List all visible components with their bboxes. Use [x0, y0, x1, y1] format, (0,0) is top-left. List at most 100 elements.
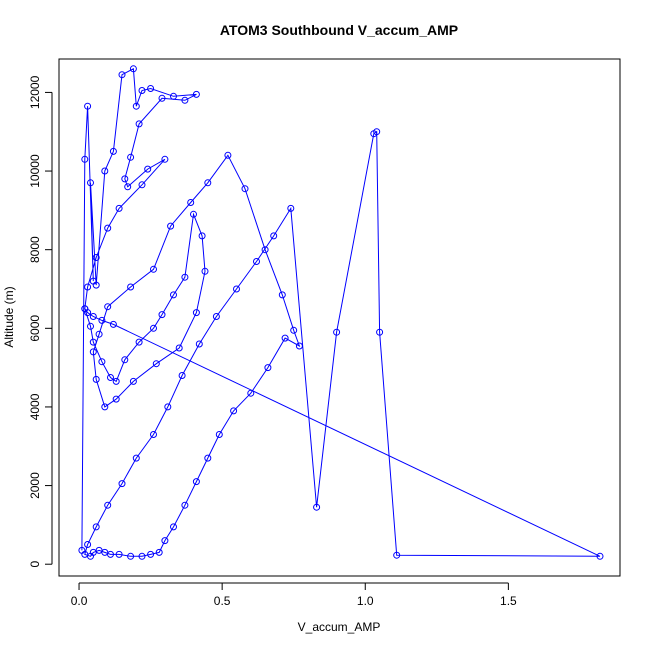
chart-title: ATOM3 Southbound V_accum_AMP: [220, 22, 458, 38]
data-point: [158, 311, 166, 319]
x-tick-label: 0.0: [71, 594, 88, 608]
data-point: [167, 222, 175, 230]
data-point: [115, 550, 123, 558]
data-point: [373, 128, 381, 136]
data-point: [109, 147, 117, 155]
data-point: [101, 167, 109, 175]
data-point: [596, 552, 604, 560]
data-point: [253, 258, 260, 265]
data-point: [87, 179, 94, 187]
data-point: [158, 94, 166, 102]
data-point: [233, 285, 240, 293]
data-point: [224, 151, 232, 159]
data-point: [155, 548, 163, 556]
data-point: [170, 291, 177, 299]
data-point: [101, 403, 109, 411]
data-point: [313, 503, 321, 511]
data-point: [261, 246, 269, 254]
data-point: [161, 155, 169, 163]
data-point: [138, 181, 146, 189]
data-point: [112, 377, 120, 385]
data-point: [170, 92, 177, 100]
data-point: [175, 344, 183, 352]
data-point: [192, 90, 200, 98]
y-tick-label: 6000: [28, 315, 42, 342]
data-point: [92, 281, 100, 289]
data-point: [89, 348, 97, 356]
data-point: [164, 403, 172, 411]
data-point: [147, 85, 155, 92]
data-point: [104, 501, 112, 509]
data-point: [150, 324, 157, 332]
data-point: [264, 364, 272, 372]
data-point: [204, 454, 212, 462]
data-point: [129, 377, 137, 385]
data-point: [192, 309, 200, 317]
data-point: [393, 551, 401, 559]
y-tick-label: 4000: [28, 393, 42, 420]
data-point: [107, 374, 114, 381]
y-tick-label: 12000: [28, 75, 42, 109]
data-point: [132, 454, 140, 462]
data-point: [181, 501, 189, 509]
data-point: [104, 224, 112, 232]
data-point: [92, 375, 100, 383]
x-tick-label: 1.5: [500, 594, 517, 608]
data-point: [376, 328, 384, 336]
plot-area: [78, 65, 604, 560]
data-point: [150, 431, 157, 438]
data-point: [121, 175, 129, 183]
data-point: [230, 407, 238, 415]
data-point: [241, 185, 249, 193]
data-point: [247, 389, 255, 397]
data-point: [152, 360, 160, 368]
data-point: [192, 478, 200, 486]
data-point: [215, 431, 223, 438]
data-point: [92, 523, 100, 531]
data-point: [138, 552, 146, 560]
x-axis: 0.0 0.5 1.0 1.5: [71, 582, 517, 608]
y-tick-label: 2000: [28, 472, 42, 499]
data-point: [112, 395, 120, 403]
plot-frame: [58, 58, 621, 577]
y-tick-label: 8000: [28, 236, 42, 263]
y-axis-label: Altitude (m): [2, 286, 16, 347]
y-axis: 0 2000 4000 6000 8000 10000 12000: [28, 75, 53, 568]
data-point: [81, 550, 89, 558]
data-point: [84, 541, 92, 548]
data-point: [187, 199, 195, 206]
data-point: [84, 283, 92, 291]
x-tick-label: 1.0: [357, 594, 374, 608]
data-point: [127, 552, 135, 560]
data-point: [195, 340, 203, 348]
data-point: [95, 330, 103, 338]
data-point: [190, 210, 197, 218]
y-tick-label: 10000: [28, 154, 42, 188]
data-point: [127, 153, 135, 161]
data-point: [181, 273, 189, 281]
data-point: [278, 291, 286, 299]
series-line: [81, 68, 601, 557]
data-point: [138, 87, 146, 94]
x-axis-label: V_accum_AMP: [298, 620, 381, 634]
data-point: [121, 356, 129, 364]
data-point: [87, 322, 94, 330]
data-point: [135, 120, 143, 128]
data-point: [204, 179, 212, 187]
data-point: [161, 537, 169, 545]
x-tick-label: 0.5: [214, 594, 231, 608]
data-point: [118, 71, 126, 79]
data-point: [178, 372, 186, 379]
data-point: [132, 102, 140, 110]
data-point: [333, 328, 341, 336]
data-point: [98, 316, 106, 324]
data-point: [150, 265, 157, 273]
data-point: [84, 102, 92, 110]
data-point: [89, 313, 97, 320]
data-point: [287, 204, 295, 212]
data-point: [270, 232, 278, 240]
y-tick-label: 0: [28, 561, 42, 568]
data-point: [170, 523, 177, 531]
data-point: [104, 303, 112, 311]
